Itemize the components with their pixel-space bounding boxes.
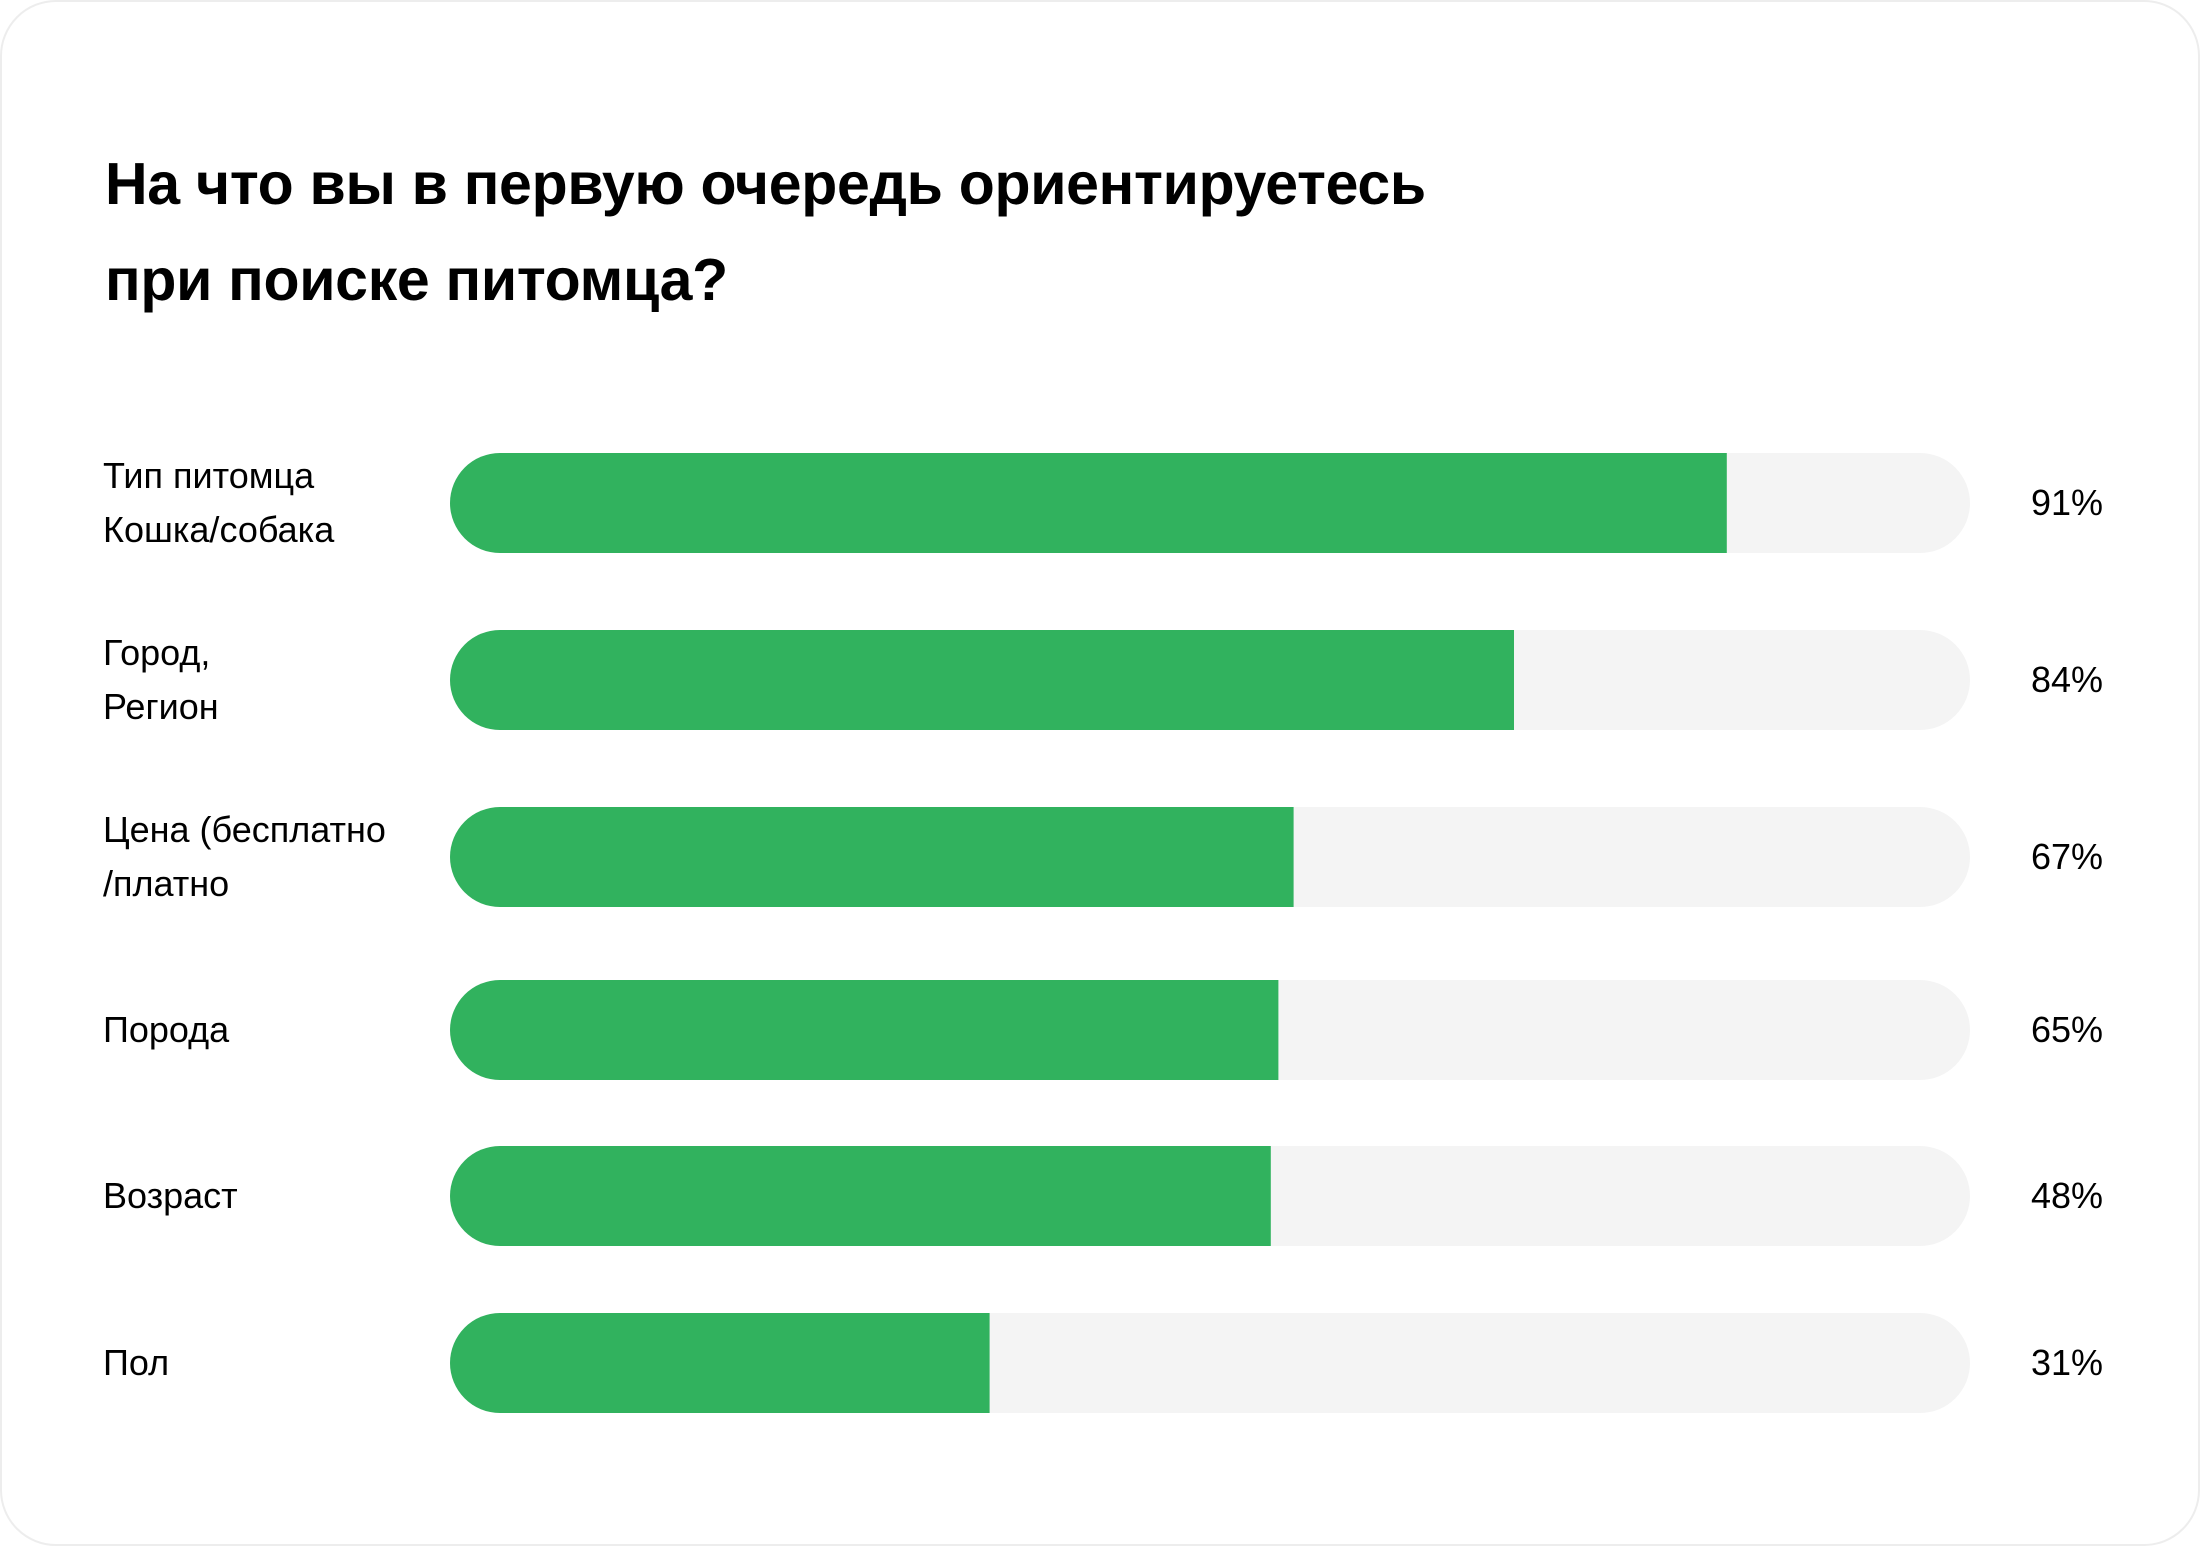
category-label: Порода xyxy=(103,1009,230,1050)
category-label-line: Цена (бесплатно xyxy=(103,809,386,850)
category-label: Пол xyxy=(103,1342,169,1383)
category-label-line: Порода xyxy=(103,1009,230,1050)
category-label-line: Регион xyxy=(103,686,219,727)
value-label: 67% xyxy=(2031,836,2103,877)
category-label-line: Кошка/собака xyxy=(103,509,335,550)
category-label-line: Возраст xyxy=(103,1175,238,1216)
bar-fill xyxy=(450,453,1727,553)
value-label: 65% xyxy=(2031,1009,2103,1050)
chart-title-line-1: На что вы в первую очередь ориентируетес… xyxy=(105,151,1426,217)
value-label: 84% xyxy=(2031,659,2103,700)
category-label: Тип питомца Кошка/собака xyxy=(103,455,335,550)
bar-fill xyxy=(450,980,1279,1080)
value-label: 48% xyxy=(2031,1175,2103,1216)
category-label: Город, Регион xyxy=(103,632,219,727)
category-label: Цена (бесплатно/платно xyxy=(103,809,386,904)
value-label: 31% xyxy=(2031,1342,2103,1383)
category-label-line: Город, xyxy=(103,632,210,673)
value-label: 91% xyxy=(2031,482,2103,523)
category-label-line: Тип питомца xyxy=(103,455,315,496)
category-label-line: /платно xyxy=(103,863,229,904)
chart-title: На что вы в первую очередь ориентируетес… xyxy=(105,136,1805,328)
category-label: Возраст xyxy=(103,1175,238,1216)
bar-fill xyxy=(450,1313,990,1413)
bar-fill xyxy=(450,807,1294,907)
bar-fill xyxy=(450,1146,1271,1246)
bar-fill xyxy=(450,630,1514,730)
category-label-line: Пол xyxy=(103,1342,169,1383)
chart-title-line-2: при поиске питомца? xyxy=(105,247,728,313)
